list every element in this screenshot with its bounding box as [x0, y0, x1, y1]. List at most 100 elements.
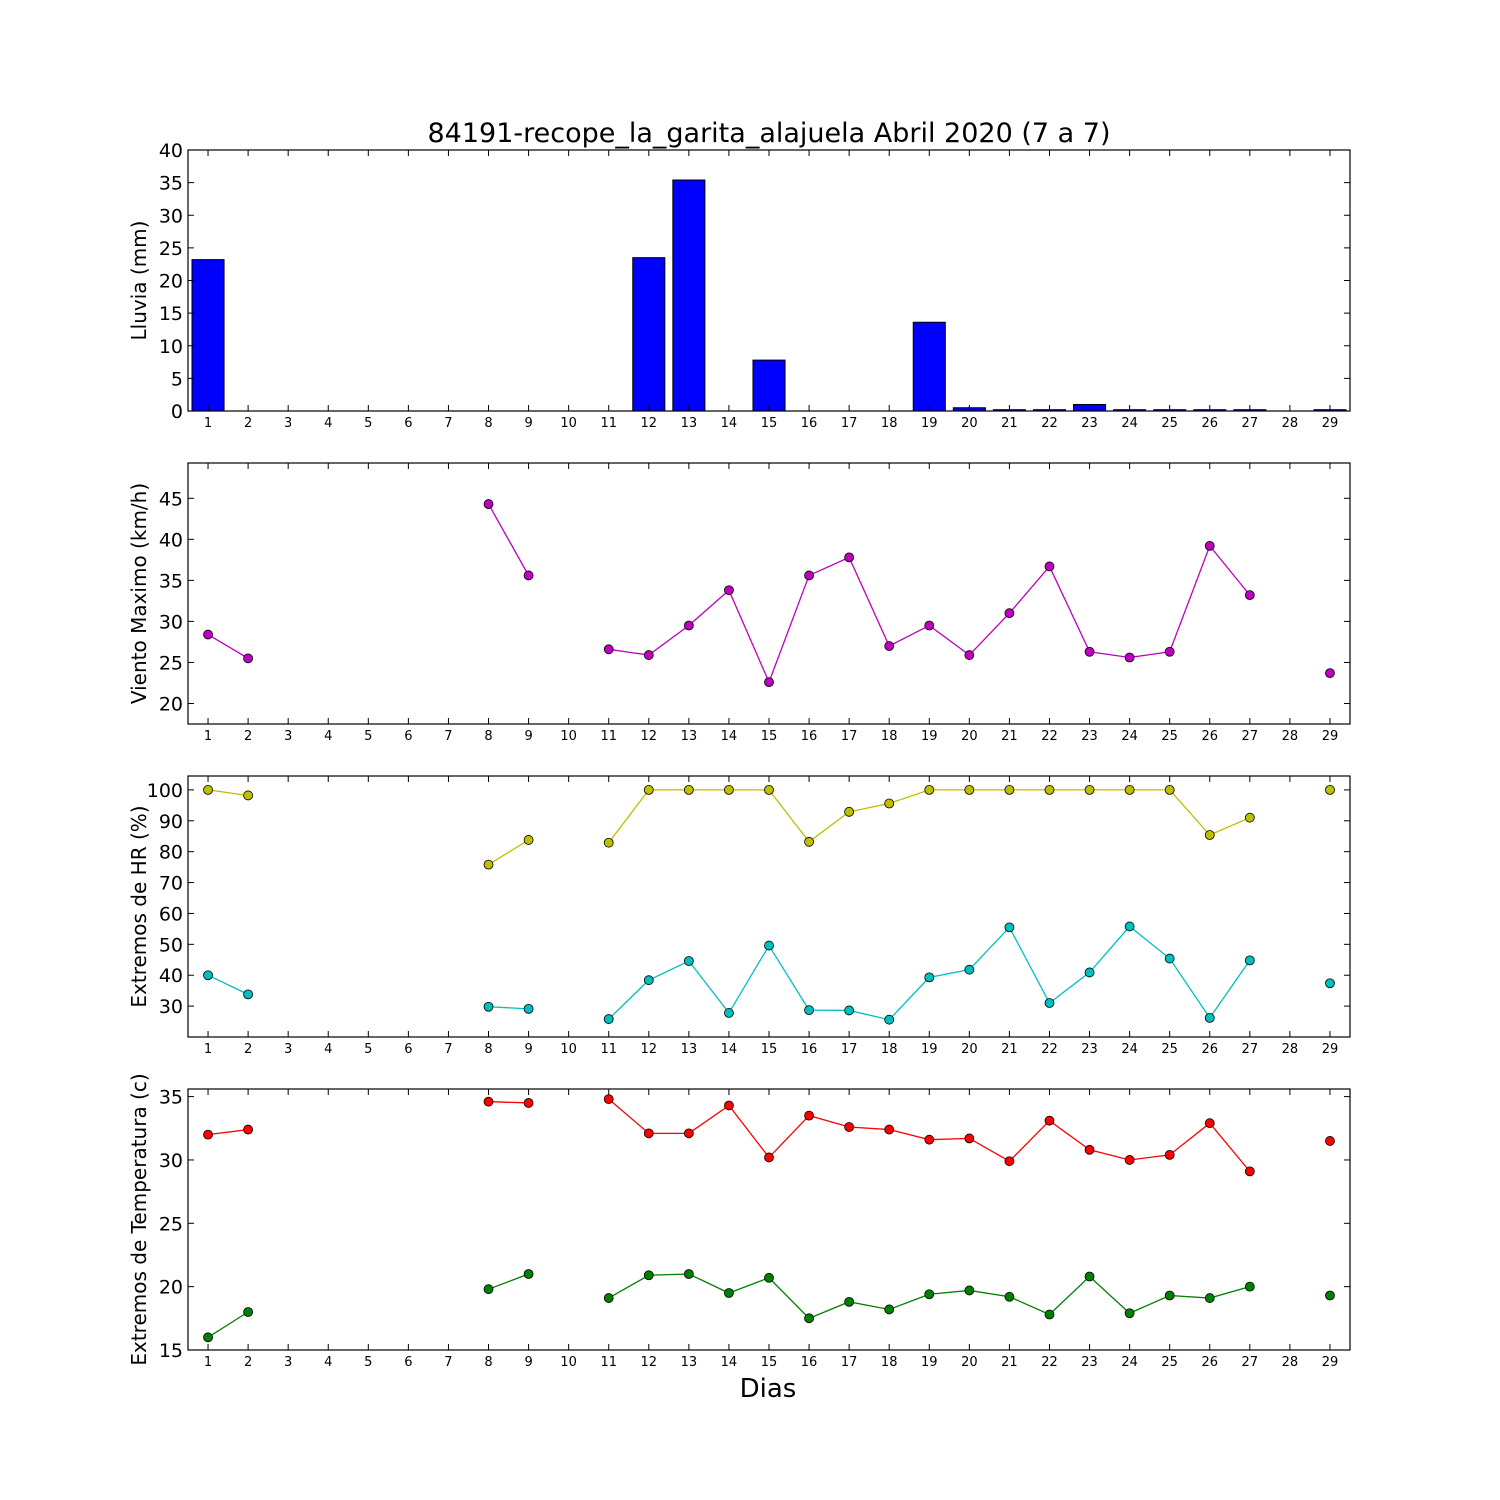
axes-frame — [187, 775, 1351, 1038]
y-tick-label: 20 — [159, 1277, 183, 1299]
series-line-segment — [608, 789, 1251, 844]
point-day-15 — [764, 940, 774, 951]
point-day-16 — [804, 1005, 814, 1016]
bar-day-1 — [191, 259, 225, 412]
x-tick-label: 20 — [961, 729, 978, 744]
x-tick-label: 1 — [204, 416, 212, 431]
x-tick-label: 13 — [681, 1042, 698, 1057]
x-tick-label: 29 — [1322, 729, 1339, 744]
x-tick-label: 4 — [324, 729, 332, 744]
x-tick-label: 22 — [1041, 1042, 1058, 1057]
series-1 — [203, 784, 1335, 870]
x-tick-label: 15 — [761, 1355, 778, 1370]
x-tick-label: 29 — [1322, 1042, 1339, 1057]
point-day-16 — [804, 570, 814, 581]
x-tick-label: 18 — [881, 1355, 898, 1370]
point-day-19 — [924, 1134, 935, 1145]
series-line-segment — [488, 839, 529, 866]
point-day-18 — [884, 641, 895, 651]
x-tick-label: 10 — [560, 1042, 577, 1057]
point-day-13 — [683, 784, 694, 795]
x-tick-label: 14 — [721, 1042, 738, 1057]
x-tick-label: 1 — [204, 729, 212, 744]
x-tick-label: 18 — [881, 416, 898, 431]
x-tick-label: 20 — [961, 1355, 978, 1370]
x-tick-label: 15 — [761, 416, 778, 431]
y-tick-label: 5 — [171, 368, 183, 390]
point-day-9 — [523, 570, 534, 581]
x-tick-label: 6 — [404, 1355, 412, 1370]
point-day-17 — [844, 1005, 855, 1016]
x-tick-label: 23 — [1081, 1042, 1098, 1057]
x-tick-label: 22 — [1041, 729, 1058, 744]
x-tick-label: 15 — [761, 1042, 778, 1057]
x-tick-label: 3 — [284, 416, 292, 431]
x-tick-label: 6 — [404, 729, 412, 744]
x-tick-label: 26 — [1201, 416, 1218, 431]
x-tick-label: 29 — [1322, 416, 1339, 431]
y-tick-label: 40 — [159, 529, 183, 551]
y-tick-label: 100 — [147, 780, 183, 802]
x-tick-label: 15 — [761, 729, 778, 744]
x-tick-label: 25 — [1161, 729, 1178, 744]
y-tick-label: 25 — [159, 1213, 183, 1235]
x-tick-label: 27 — [1242, 1355, 1259, 1370]
point-day-9 — [523, 1003, 534, 1014]
point-day-1 — [203, 970, 213, 981]
x-tick-label: 9 — [524, 416, 532, 431]
y-tick-label: 15 — [159, 1340, 183, 1362]
point-day-11 — [603, 1014, 614, 1024]
x-tick-label: 19 — [921, 1042, 938, 1057]
point-day-21 — [1004, 922, 1015, 933]
x-tick-label: 25 — [1161, 1355, 1178, 1370]
x-tick-label: 25 — [1161, 1042, 1178, 1057]
point-day-29 — [1325, 978, 1335, 989]
y-tick-label: 50 — [159, 934, 183, 956]
point-day-18 — [884, 1014, 895, 1025]
x-tick-label: 17 — [841, 1042, 858, 1057]
point-day-8 — [483, 499, 494, 509]
point-day-19 — [924, 784, 935, 795]
x-tick-label: 5 — [364, 1042, 372, 1057]
y-axis-label: Extremos de HR (%) — [127, 805, 151, 1007]
x-tick-label: 7 — [444, 416, 452, 431]
point-day-24 — [1124, 921, 1135, 932]
point-day-12 — [643, 1128, 654, 1139]
y-tick-label: 30 — [159, 996, 183, 1018]
point-day-27 — [1244, 1281, 1255, 1292]
point-day-27 — [1244, 812, 1255, 823]
x-tick-label: 11 — [600, 1355, 617, 1370]
point-day-24 — [1124, 784, 1135, 795]
series-1 — [203, 499, 1335, 688]
point-day-20 — [964, 1285, 975, 1296]
x-tick-label: 16 — [801, 1042, 818, 1057]
point-day-26 — [1204, 830, 1215, 840]
y-tick-label: 60 — [159, 903, 183, 925]
x-tick-label: 13 — [681, 1355, 698, 1370]
point-day-25 — [1164, 784, 1175, 795]
point-day-11 — [603, 1094, 614, 1105]
point-day-17 — [844, 1296, 855, 1307]
series-line-segment — [487, 503, 530, 576]
x-tick-label: 9 — [524, 1355, 532, 1370]
point-day-18 — [884, 1124, 895, 1135]
bar-day-19 — [912, 321, 946, 412]
plot-area — [191, 179, 1347, 412]
x-tick-label: 28 — [1282, 1042, 1299, 1057]
panels: 1 2 3 4 5 6 7 8 9 10 11 12 13 14 15 16 17 18 19 20 21 22 23 24 2… — [127, 140, 1351, 1370]
point-day-11 — [603, 644, 614, 655]
x-tick-label: 8 — [484, 1355, 492, 1370]
x-tick-label: 20 — [961, 416, 978, 431]
point-day-29 — [1325, 668, 1335, 679]
x-tick-label: 21 — [1001, 1355, 1018, 1370]
x-tick-label: 17 — [841, 416, 858, 431]
point-day-8 — [483, 1284, 494, 1295]
series-line-segment — [207, 633, 249, 659]
x-tick-label: 5 — [364, 416, 372, 431]
point-day-16 — [804, 836, 814, 847]
point-day-13 — [683, 620, 694, 631]
point-day-29 — [1325, 784, 1335, 795]
x-axis: 1 2 3 4 5 6 7 8 9 10 11 12 13 14 15 16 17 18 19 20 21 22 23 24 2… — [204, 463, 1338, 744]
point-day-18 — [884, 1304, 895, 1315]
